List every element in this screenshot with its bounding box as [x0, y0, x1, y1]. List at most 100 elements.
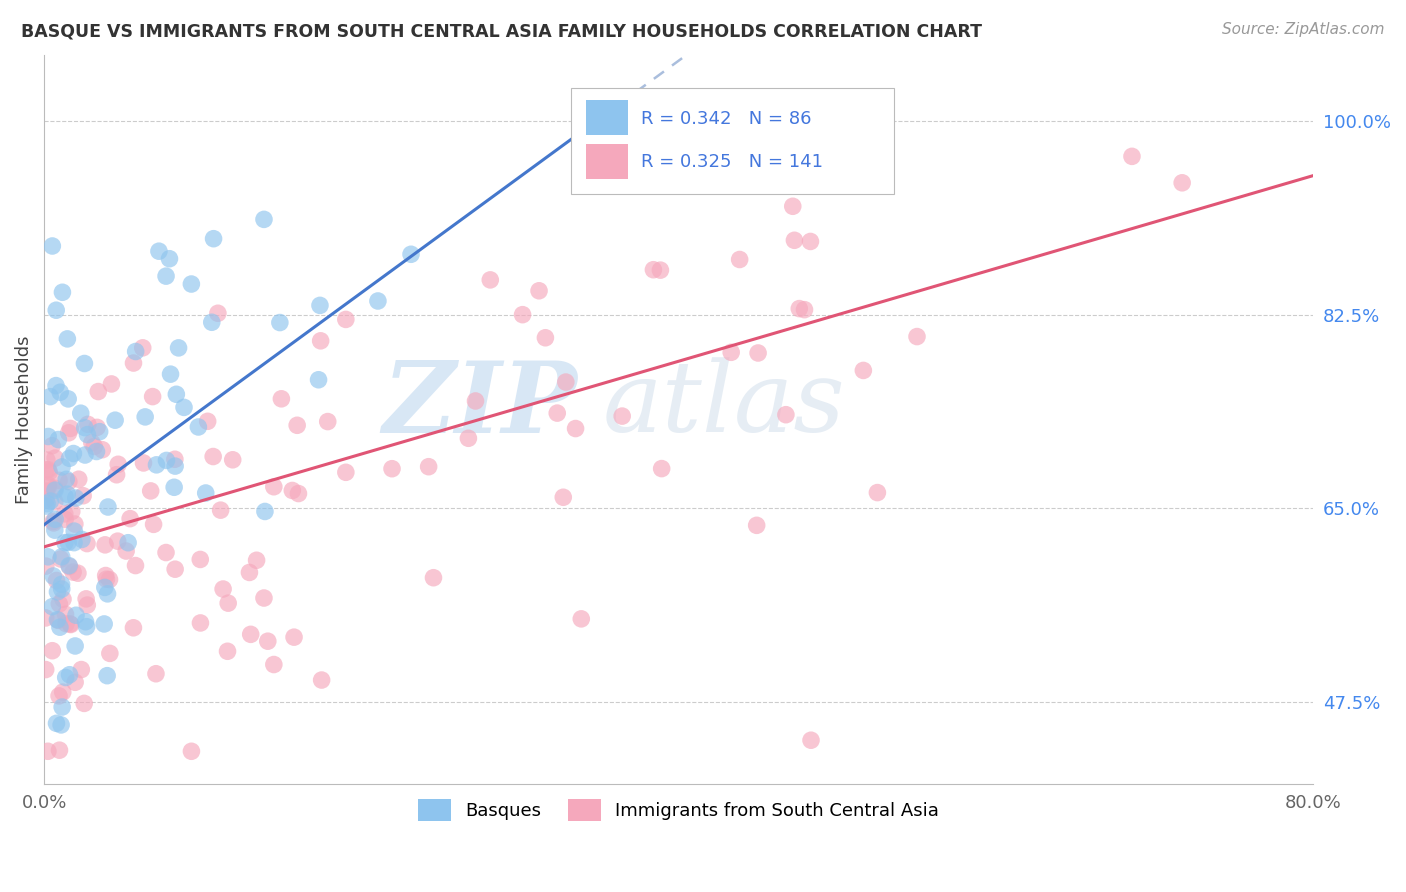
- Point: [1171, 176, 1194, 190]
- Point: [534, 331, 557, 345]
- Point: [381, 461, 404, 475]
- Point: [59, 616, 82, 631]
- Point: [270, 392, 292, 406]
- Point: [70, 663, 93, 677]
- Point: [245, 553, 267, 567]
- Point: [42, 515, 65, 529]
- Point: [46, 585, 69, 599]
- Point: [76, 427, 98, 442]
- Point: [217, 596, 239, 610]
- Point: [316, 415, 339, 429]
- Point: [335, 465, 357, 479]
- Point: [96, 668, 118, 682]
- Point: [41, 599, 63, 614]
- Text: BASQUE VS IMMIGRANTS FROM SOUTH CENTRAL ASIA FAMILY HOUSEHOLDS CORRELATION CHART: BASQUE VS IMMIGRANTS FROM SOUTH CENTRAL …: [21, 22, 981, 40]
- Point: [56, 487, 79, 501]
- Point: [44, 494, 66, 508]
- Point: [35, 559, 58, 574]
- Legend: Basques, Immigrants from South Central Asia: Basques, Immigrants from South Central A…: [413, 794, 945, 827]
- Point: [464, 394, 486, 409]
- Point: [745, 518, 768, 533]
- Point: [124, 344, 146, 359]
- Point: [94, 581, 117, 595]
- Point: [73, 697, 96, 711]
- Point: [65, 608, 87, 623]
- Point: [180, 277, 202, 291]
- Point: [35, 663, 58, 677]
- Point: [418, 459, 440, 474]
- Point: [49, 385, 72, 400]
- Point: [775, 408, 797, 422]
- Point: [107, 457, 129, 471]
- Point: [63, 524, 86, 538]
- Point: [96, 572, 118, 586]
- Point: [866, 485, 889, 500]
- Point: [86, 444, 108, 458]
- Point: [80, 435, 103, 450]
- Point: [55, 472, 77, 486]
- Point: [56, 535, 79, 549]
- Point: [73, 357, 96, 371]
- Point: [159, 367, 181, 381]
- Point: [51, 459, 73, 474]
- Point: [49, 620, 72, 634]
- Point: [52, 592, 75, 607]
- Point: [799, 235, 821, 249]
- Point: [479, 273, 502, 287]
- Point: [62, 446, 84, 460]
- Point: [83, 440, 105, 454]
- Point: [41, 239, 63, 253]
- Point: [41, 439, 63, 453]
- Point: [253, 504, 276, 518]
- Point: [165, 459, 187, 474]
- Point: [65, 491, 87, 505]
- Point: [35, 499, 58, 513]
- Point: [132, 341, 155, 355]
- Point: [148, 244, 170, 259]
- Point: [201, 315, 224, 329]
- Point: [58, 475, 80, 489]
- Point: [132, 456, 155, 470]
- Point: [35, 484, 58, 499]
- Point: [41, 644, 63, 658]
- Point: [75, 615, 97, 629]
- Point: [51, 582, 73, 596]
- Point: [76, 620, 98, 634]
- Point: [124, 558, 146, 573]
- Point: [115, 544, 138, 558]
- Point: [155, 545, 177, 559]
- Point: [122, 621, 145, 635]
- Y-axis label: Family Households: Family Households: [15, 335, 32, 504]
- Point: [145, 458, 167, 472]
- Point: [44, 481, 66, 495]
- Text: ZIP: ZIP: [382, 357, 576, 453]
- Point: [155, 269, 177, 284]
- Point: [180, 744, 202, 758]
- Point: [72, 489, 94, 503]
- Point: [104, 413, 127, 427]
- Point: [44, 512, 66, 526]
- Point: [782, 199, 804, 213]
- Point: [651, 461, 673, 475]
- Point: [63, 639, 86, 653]
- Point: [53, 507, 76, 521]
- Point: [45, 303, 67, 318]
- Point: [527, 284, 550, 298]
- Point: [56, 392, 79, 406]
- Point: [163, 452, 186, 467]
- Point: [728, 252, 751, 267]
- Point: [63, 535, 86, 549]
- Point: [37, 497, 59, 511]
- Point: [222, 452, 245, 467]
- Point: [44, 451, 66, 466]
- Point: [69, 406, 91, 420]
- Point: [197, 414, 219, 428]
- Point: [207, 306, 229, 320]
- Point: [155, 453, 177, 467]
- Point: [145, 666, 167, 681]
- Point: [747, 346, 769, 360]
- Point: [45, 378, 67, 392]
- Point: [263, 480, 285, 494]
- Point: [58, 425, 80, 440]
- Point: [107, 534, 129, 549]
